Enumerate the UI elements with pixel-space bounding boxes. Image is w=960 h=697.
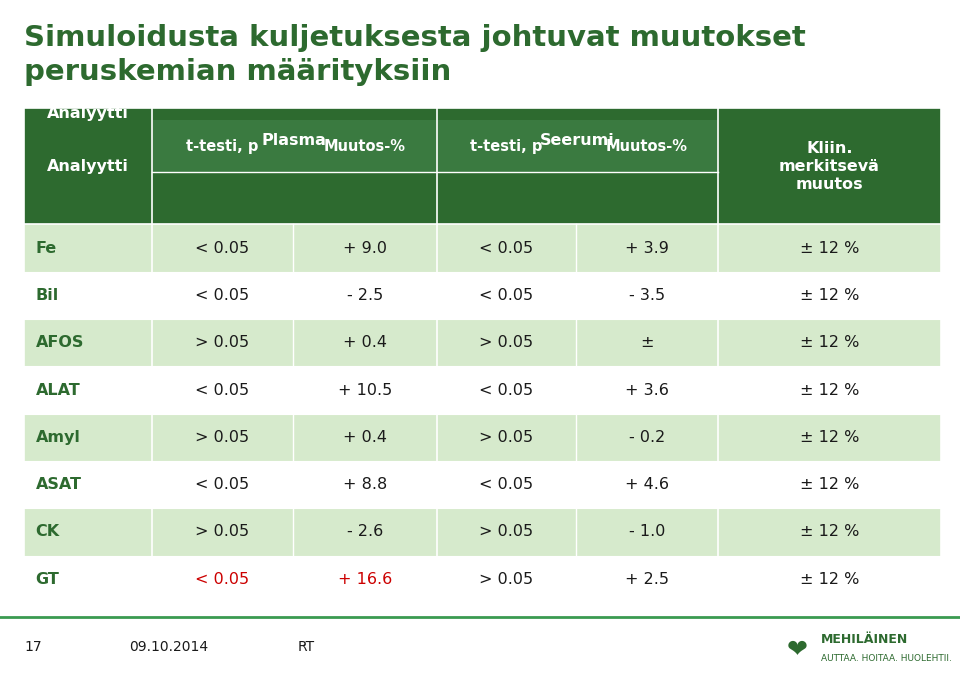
Text: t-testi, p: t-testi, p (470, 139, 542, 153)
Text: Muutos-%: Muutos-% (324, 139, 406, 153)
Text: ASAT: ASAT (36, 477, 82, 492)
Text: > 0.05: > 0.05 (195, 335, 250, 350)
Text: < 0.05: < 0.05 (479, 288, 534, 303)
Text: ±: ± (640, 335, 654, 350)
Text: - 0.2: - 0.2 (629, 430, 665, 445)
Bar (24, 224, 941, 272)
Text: - 2.6: - 2.6 (347, 524, 383, 539)
Bar (24, 508, 941, 556)
Text: < 0.05: < 0.05 (479, 240, 534, 256)
Text: + 0.4: + 0.4 (343, 430, 387, 445)
Bar (576, 120, 718, 172)
Text: > 0.05: > 0.05 (479, 430, 534, 445)
Text: + 10.5: + 10.5 (338, 383, 392, 397)
Bar (24, 108, 941, 603)
Bar (24, 319, 941, 367)
Text: ± 12 %: ± 12 % (800, 240, 859, 256)
Text: Amyl: Amyl (36, 430, 81, 445)
Text: < 0.05: < 0.05 (479, 477, 534, 492)
Text: t-testi, p: t-testi, p (186, 139, 258, 153)
Text: ± 12 %: ± 12 % (800, 524, 859, 539)
Text: ± 12 %: ± 12 % (800, 477, 859, 492)
Text: Kliin.
merkitsevä
muutos: Kliin. merkitsevä muutos (779, 141, 880, 192)
Bar (24, 556, 941, 603)
Text: > 0.05: > 0.05 (479, 572, 534, 587)
Text: + 4.6: + 4.6 (625, 477, 669, 492)
Bar (152, 120, 293, 172)
Text: > 0.05: > 0.05 (195, 430, 250, 445)
Text: GT: GT (36, 572, 60, 587)
Text: 09.10.2014: 09.10.2014 (130, 640, 208, 654)
Text: < 0.05: < 0.05 (195, 240, 250, 256)
Text: > 0.05: > 0.05 (195, 524, 250, 539)
Text: + 9.0: + 9.0 (343, 240, 387, 256)
Text: < 0.05: < 0.05 (195, 288, 250, 303)
Text: < 0.05: < 0.05 (479, 383, 534, 397)
Text: + 3.9: + 3.9 (625, 240, 669, 256)
Text: ± 12 %: ± 12 % (800, 288, 859, 303)
Text: Plasma: Plasma (262, 132, 326, 148)
Text: Simuloidusta kuljetuksesta johtuvat muutokset
peruskemian määrityksiin: Simuloidusta kuljetuksesta johtuvat muut… (24, 24, 805, 86)
Text: + 16.6: + 16.6 (338, 572, 392, 587)
Text: CK: CK (36, 524, 60, 539)
Text: + 8.8: + 8.8 (343, 477, 387, 492)
Text: ± 12 %: ± 12 % (800, 572, 859, 587)
Bar (24, 461, 941, 508)
Text: Seerumi: Seerumi (540, 132, 614, 148)
Text: - 1.0: - 1.0 (629, 524, 665, 539)
Text: ± 12 %: ± 12 % (800, 335, 859, 350)
Bar (24, 413, 941, 461)
Bar (293, 120, 437, 172)
Text: MEHILÄINEN: MEHILÄINEN (821, 634, 908, 646)
Text: + 0.4: + 0.4 (343, 335, 387, 350)
Text: Fe: Fe (36, 240, 57, 256)
Text: Analyytti: Analyytti (47, 159, 129, 174)
Text: + 3.6: + 3.6 (625, 383, 669, 397)
Text: < 0.05: < 0.05 (195, 383, 250, 397)
Text: > 0.05: > 0.05 (479, 524, 534, 539)
Text: Bil: Bil (36, 288, 59, 303)
Text: < 0.05: < 0.05 (195, 477, 250, 492)
Text: Analyytti: Analyytti (47, 107, 129, 121)
Bar (24, 272, 941, 319)
Text: - 3.5: - 3.5 (629, 288, 665, 303)
Bar (437, 120, 576, 172)
Text: > 0.05: > 0.05 (479, 335, 534, 350)
Text: ALAT: ALAT (36, 383, 81, 397)
Text: RT: RT (298, 640, 315, 654)
Text: + 2.5: + 2.5 (625, 572, 669, 587)
Text: AUTTAA. HOITAA. HUOLEHTII.: AUTTAA. HOITAA. HUOLEHTII. (821, 654, 951, 663)
Text: Muutos-%: Muutos-% (606, 139, 688, 153)
Text: ± 12 %: ± 12 % (800, 383, 859, 397)
Text: - 2.5: - 2.5 (347, 288, 383, 303)
Text: 17: 17 (24, 640, 41, 654)
Text: ± 12 %: ± 12 % (800, 430, 859, 445)
Text: AFOS: AFOS (36, 335, 84, 350)
Text: ❤: ❤ (786, 638, 807, 661)
Text: < 0.05: < 0.05 (195, 572, 250, 587)
Bar (24, 367, 941, 413)
